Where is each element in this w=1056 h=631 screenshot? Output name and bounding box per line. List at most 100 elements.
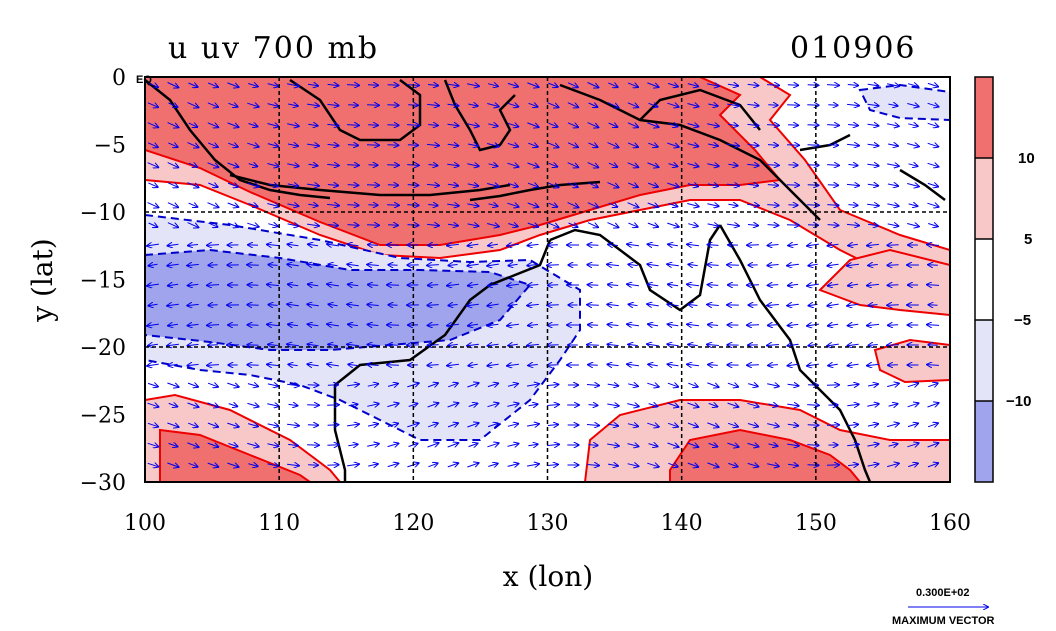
- wind-vector: [207, 162, 219, 167]
- wind-vector: [267, 104, 279, 107]
- wind-vector: [907, 84, 918, 87]
- wind-vector: [807, 185, 819, 186]
- wind-vector: [427, 104, 439, 105]
- wind-vector: [327, 284, 339, 286]
- wind-vector: [787, 384, 799, 386]
- wind-vector: [847, 104, 859, 105]
- wind-vector: [547, 102, 559, 108]
- wind-vector: [867, 444, 878, 446]
- wind-vector: [867, 204, 879, 206]
- wind-vector: [548, 245, 558, 246]
- wind-vector: [467, 124, 479, 126]
- wind-vector: [188, 83, 197, 87]
- x-tick-labels: 100 110 120 130 140 150 160: [124, 511, 971, 536]
- wind-vector: [747, 204, 759, 205]
- wind-vector: [867, 84, 879, 86]
- wind-vector: [567, 82, 578, 87]
- wind-vector: [188, 203, 198, 207]
- wind-vector: [307, 264, 319, 266]
- eq-label: EQ: [136, 74, 152, 86]
- wind-vector: [687, 84, 698, 87]
- wind-vector: [588, 103, 598, 107]
- wind-vector: [627, 143, 638, 147]
- wind-vector: [647, 304, 659, 306]
- wind-vector: [627, 162, 639, 167]
- strong-pos-region-north: [145, 77, 782, 246]
- wind-vector: [567, 202, 579, 208]
- wind-vector: [787, 304, 799, 305]
- wind-vector: [527, 464, 539, 466]
- wind-vector: [287, 184, 298, 186]
- wind-vector: [786, 225, 799, 226]
- wind-vector: [527, 183, 538, 187]
- wind-vector: [448, 344, 458, 345]
- wind-vector: [267, 384, 278, 386]
- x-tick-160: 160: [929, 511, 971, 536]
- wind-vector: [227, 203, 239, 207]
- wind-vector: [348, 284, 359, 285]
- wind-vector: [447, 124, 459, 126]
- wind-vector: [647, 162, 659, 167]
- wind-vector: [807, 425, 819, 426]
- wind-vector: [228, 143, 238, 147]
- wind-vector: [207, 443, 219, 447]
- wind-vector: [287, 164, 298, 166]
- wind-vector: [867, 104, 878, 106]
- wind-vector: [887, 463, 899, 466]
- wind-vector: [827, 185, 838, 186]
- wind-vector: [907, 443, 918, 447]
- wind-vector: [368, 285, 379, 286]
- wind-vector: [767, 205, 778, 206]
- wind-vector: [248, 84, 258, 87]
- wind-vector: [687, 324, 699, 325]
- wind-vector: [147, 142, 158, 147]
- wind-vector: [588, 245, 599, 246]
- wind-vector: [427, 365, 439, 366]
- wind-vector: [787, 85, 798, 86]
- wind-vector: [367, 365, 379, 366]
- wind-vector: [149, 264, 158, 265]
- wind-vector: [807, 465, 819, 466]
- wind-vector: [366, 145, 379, 146]
- wind-vector: [287, 424, 299, 426]
- wind-vector: [647, 223, 658, 227]
- wind-vector: [248, 124, 258, 127]
- wind-vector: [648, 103, 658, 106]
- wind-vector: [447, 443, 459, 447]
- wind-vector: [487, 144, 499, 147]
- wind-vector: [627, 202, 639, 208]
- wind-vector: [588, 445, 597, 446]
- wind-vector: [627, 404, 638, 407]
- wind-vector: [787, 344, 799, 345]
- wind-vector: [468, 364, 478, 365]
- wind-vector: [908, 124, 918, 126]
- wind-vector: [787, 264, 799, 265]
- wind-vector: [768, 404, 778, 406]
- wind-vector: [767, 424, 779, 427]
- wind-vector: [487, 84, 498, 87]
- wind-vector: [187, 442, 198, 447]
- wind-vector: [348, 364, 358, 365]
- wind-vector: [887, 124, 899, 126]
- wind-vector: [187, 142, 199, 148]
- wind-vector: [467, 184, 478, 186]
- wind-vector: [827, 225, 839, 226]
- wind-vector: [507, 444, 519, 447]
- wind-vector: [247, 103, 258, 107]
- wind-vector: [528, 244, 539, 245]
- wind-vector: [187, 264, 199, 265]
- wind-vector: [707, 345, 719, 346]
- wind-vector: [147, 443, 159, 446]
- wind-vector: [767, 225, 779, 226]
- wind-vector: [607, 384, 619, 386]
- wind-vector: [387, 165, 399, 166]
- wind-vector: [147, 102, 158, 107]
- wind-vector: [387, 205, 399, 206]
- wind-vector: [428, 325, 439, 326]
- wind-vector: [867, 184, 878, 185]
- wind-vector: [847, 344, 859, 345]
- wind-vector: [687, 423, 698, 427]
- wind-vector: [648, 364, 658, 365]
- wind-vector: [907, 423, 918, 426]
